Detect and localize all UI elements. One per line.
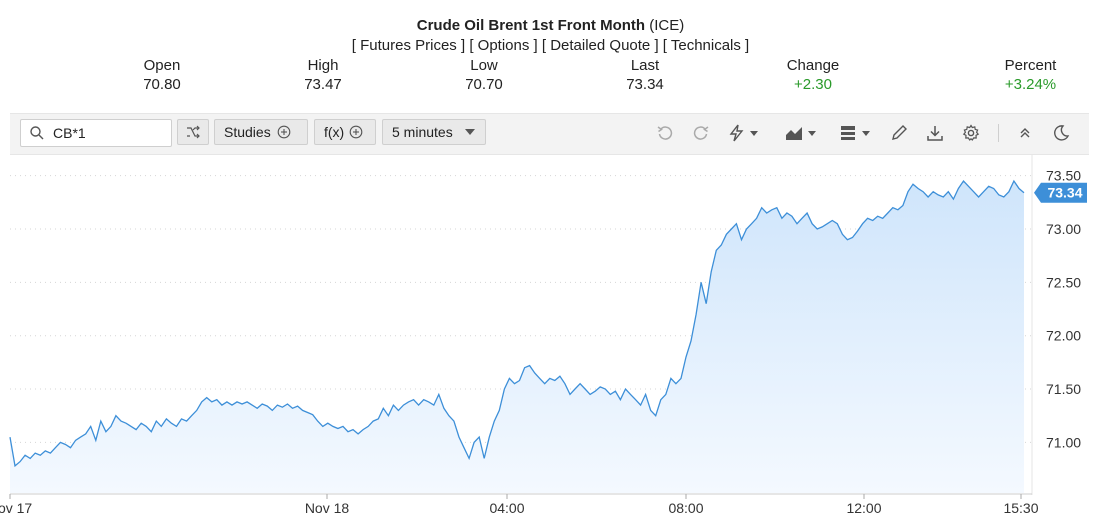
stat-label: High xyxy=(307,57,339,74)
stat-label: Percent xyxy=(1004,57,1057,74)
settings-button[interactable] xyxy=(960,122,982,144)
stat-label: Last xyxy=(630,57,660,74)
draw-button[interactable] xyxy=(888,122,910,144)
stat-value: +3.24% xyxy=(1004,76,1057,93)
dropdown-caret-icon xyxy=(464,129,475,135)
y-tick-label: 71.00 xyxy=(1046,434,1081,450)
layout-icon xyxy=(841,126,870,140)
interval-label: 5 minutes xyxy=(392,124,453,140)
last-price-label: 73.34 xyxy=(1047,185,1082,201)
last-price-badge-shape xyxy=(1034,182,1087,203)
stat-label: Low xyxy=(470,57,498,74)
stat-value: 73.34 xyxy=(626,76,664,93)
area-chart-icon xyxy=(786,127,816,140)
stat-label: Open xyxy=(143,57,181,74)
download-icon xyxy=(927,126,943,141)
collapse-icon xyxy=(1020,128,1030,138)
chart-toolbar: Studies f(x) 5 minutes xyxy=(10,113,1089,155)
functions-label: f(x) xyxy=(324,124,345,140)
undo-icon xyxy=(657,126,673,140)
detailed-quote-link[interactable]: [ Detailed Quote ] xyxy=(541,37,659,54)
lightning-icon xyxy=(729,124,758,142)
price-area xyxy=(10,181,1024,493)
pencil-icon xyxy=(892,125,907,140)
y-tick-label: 72.50 xyxy=(1046,274,1081,290)
symbol-input[interactable] xyxy=(51,124,165,142)
y-axis: 71.00 71.50 72.00 72.50 73.00 73.50 xyxy=(1046,168,1081,451)
exchange-name: (ICE) xyxy=(649,17,685,34)
stat-value: 70.70 xyxy=(465,76,503,93)
stat-percent: Percent +3.24% xyxy=(993,56,1068,94)
x-tick-label: 12:00 xyxy=(846,500,881,516)
stat-change: Change +2.30 xyxy=(772,56,854,94)
plus-circle-icon xyxy=(277,125,291,139)
price-line xyxy=(9,179,1025,468)
stat-last: Last 73.34 xyxy=(614,56,676,94)
stat-value: 70.80 xyxy=(143,76,181,93)
chart-type-button[interactable] xyxy=(783,122,823,144)
x-tick-label: 15:30 xyxy=(1003,500,1038,516)
stat-value: 73.47 xyxy=(304,76,342,93)
functions-button[interactable]: f(x) xyxy=(314,119,376,145)
events-button[interactable] xyxy=(726,122,766,144)
x-tick-label: Nov 18 xyxy=(305,500,350,516)
technicals-link[interactable]: [ Technicals ] xyxy=(662,37,750,54)
toolbar-divider xyxy=(998,124,999,142)
y-tick-label: 71.50 xyxy=(1046,381,1081,397)
download-button[interactable] xyxy=(924,122,946,144)
shuffle-icon xyxy=(187,125,200,139)
x-tick-label: 08:00 xyxy=(668,500,703,516)
theme-button[interactable] xyxy=(1050,122,1072,144)
symbol-search[interactable] xyxy=(20,119,172,147)
stat-open: Open 70.80 xyxy=(131,56,193,94)
moon-icon xyxy=(1054,125,1070,141)
last-price-badge: 73.34 xyxy=(1034,182,1087,203)
quote-header: Crude Oil Brent 1st Front Month (ICE) [ … xyxy=(0,0,1101,110)
quote-links: [ Futures Prices ] [ Options ] [ Detaile… xyxy=(0,37,1101,54)
x-tick-label: Nov 17 xyxy=(0,500,32,516)
y-tick-label: 73.50 xyxy=(1046,168,1081,184)
gear-icon xyxy=(962,124,980,141)
stat-label: Change xyxy=(786,57,840,74)
quote-title: Crude Oil Brent 1st Front Month (ICE) xyxy=(0,17,1101,34)
y-tick-label: 73.00 xyxy=(1046,221,1081,237)
stat-value: +2.30 xyxy=(794,76,832,93)
stat-low: Low 70.70 xyxy=(453,56,515,94)
compare-button[interactable] xyxy=(177,119,209,145)
plus-circle-icon xyxy=(349,125,363,139)
options-link[interactable]: [ Options ] xyxy=(469,37,538,54)
futures-prices-link[interactable]: [ Futures Prices ] xyxy=(351,37,466,54)
redo-icon xyxy=(693,126,709,140)
search-icon xyxy=(30,126,44,140)
instrument-name: Crude Oil Brent 1st Front Month xyxy=(416,17,646,34)
x-tick-label: 04:00 xyxy=(489,500,524,516)
redo-button[interactable] xyxy=(690,122,712,144)
y-tick-label: 72.00 xyxy=(1046,328,1081,344)
x-axis: Nov 17 Nov 18 04:00 08:00 12:00 15:30 xyxy=(0,494,1039,516)
stat-high: High 73.47 xyxy=(292,56,354,94)
plot-area xyxy=(9,179,1025,493)
undo-button[interactable] xyxy=(654,122,676,144)
layout-button[interactable] xyxy=(838,122,878,144)
collapse-button[interactable] xyxy=(1014,122,1036,144)
studies-button[interactable]: Studies xyxy=(214,119,308,145)
studies-label: Studies xyxy=(224,124,271,140)
interval-select[interactable]: 5 minutes xyxy=(382,119,486,145)
